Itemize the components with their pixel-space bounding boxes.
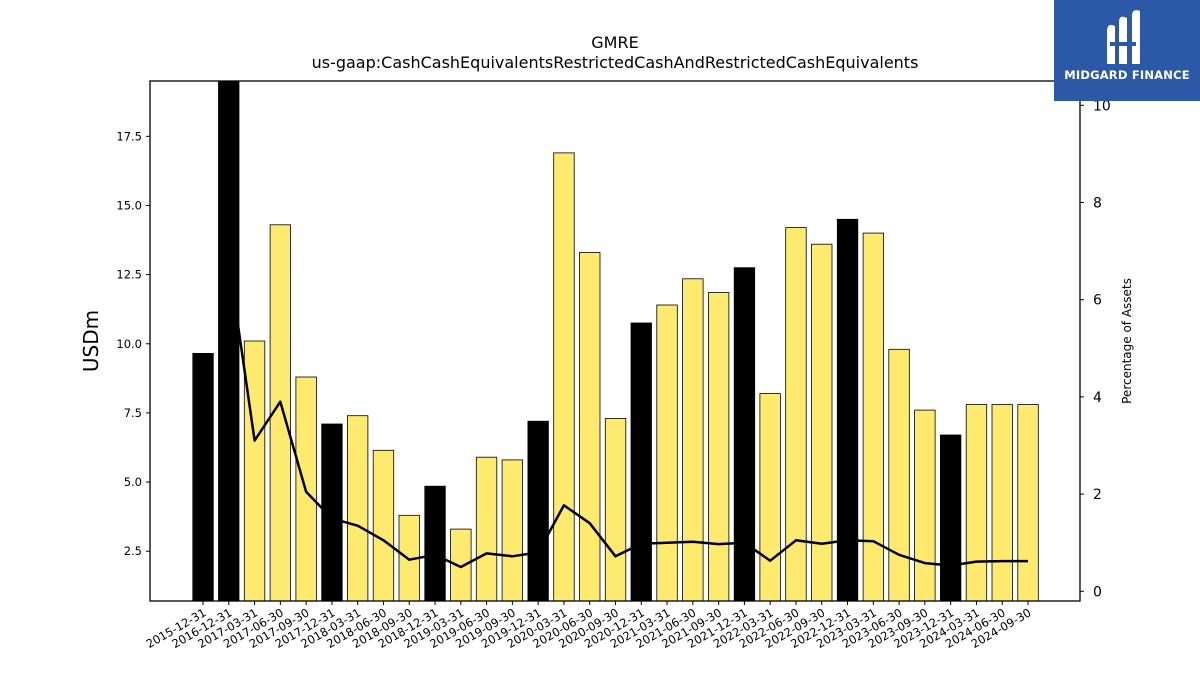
y-tick-label: 2.5 — [124, 544, 142, 558]
line-group — [227, 260, 1028, 569]
y-tick-label: 12.5 — [116, 268, 142, 282]
bar-group — [192, 80, 1039, 602]
y-axis-label: USDm — [79, 310, 103, 372]
bar-2020-06-30 — [579, 252, 601, 602]
bar-2021-09-30 — [708, 292, 730, 602]
bar-2021-06-30 — [682, 278, 704, 602]
bar-2017-03-31 — [243, 340, 266, 602]
y2-tick-label: 2 — [1093, 487, 1102, 503]
bar-2022-12-31 — [836, 218, 859, 602]
y2-tick-label: 0 — [1093, 584, 1102, 600]
bar-2022-03-31 — [759, 393, 781, 602]
bar-2024-06-30 — [991, 404, 1013, 602]
bar-2023-06-30 — [888, 348, 910, 602]
axes-group: 2015-12-312016-12-312017-03-312017-06-30… — [116, 98, 1110, 651]
bar-2018-03-31 — [346, 415, 369, 602]
bar-2021-12-31 — [733, 267, 756, 602]
y2-tick-label: 10 — [1093, 98, 1111, 114]
bar-2023-12-31 — [940, 434, 962, 602]
bar-2022-09-30 — [811, 243, 833, 602]
bar-2020-03-31 — [553, 152, 575, 602]
bar-2018-06-30 — [372, 449, 395, 602]
y2-tick-label: 6 — [1093, 293, 1102, 309]
bar-2015-12-31 — [192, 352, 214, 602]
y-tick-label: 7.5 — [124, 406, 142, 420]
bar-2016-12-31 — [218, 80, 240, 602]
bar-2020-12-31 — [630, 322, 652, 602]
bar-2019-12-31 — [527, 420, 549, 602]
brand-logo: MIDGARD FINANCE — [1054, 0, 1200, 101]
percentage-line — [227, 260, 1028, 569]
chart-title: GMRE — [591, 33, 638, 52]
logo-mark-icon — [1107, 10, 1140, 65]
bar-2023-09-30 — [914, 409, 936, 602]
bar-2020-09-30 — [604, 417, 627, 602]
y-tick-label: 17.5 — [116, 129, 142, 143]
chart-subtitle: us-gaap:CashCashEquivalentsRestrictedCas… — [312, 53, 919, 72]
y2-tick-label: 4 — [1093, 390, 1102, 406]
bar-2024-09-30 — [1017, 404, 1039, 602]
bar-2024-03-31 — [965, 404, 988, 602]
y-tick-label: 10.0 — [116, 337, 142, 351]
y2-tick-label: 8 — [1093, 195, 1102, 211]
bar-2019-03-31 — [450, 528, 472, 602]
bar-2019-09-30 — [501, 459, 524, 602]
bar-2018-12-31 — [424, 485, 446, 602]
y-tick-label: 15.0 — [116, 198, 142, 212]
y2-axis-label: Percentage of Assets — [1120, 278, 1134, 404]
brand-name: MIDGARD FINANCE — [1064, 68, 1190, 82]
bar-2019-06-30 — [475, 456, 498, 602]
bar-2021-03-31 — [656, 304, 678, 602]
y-tick-label: 5.0 — [124, 475, 142, 489]
